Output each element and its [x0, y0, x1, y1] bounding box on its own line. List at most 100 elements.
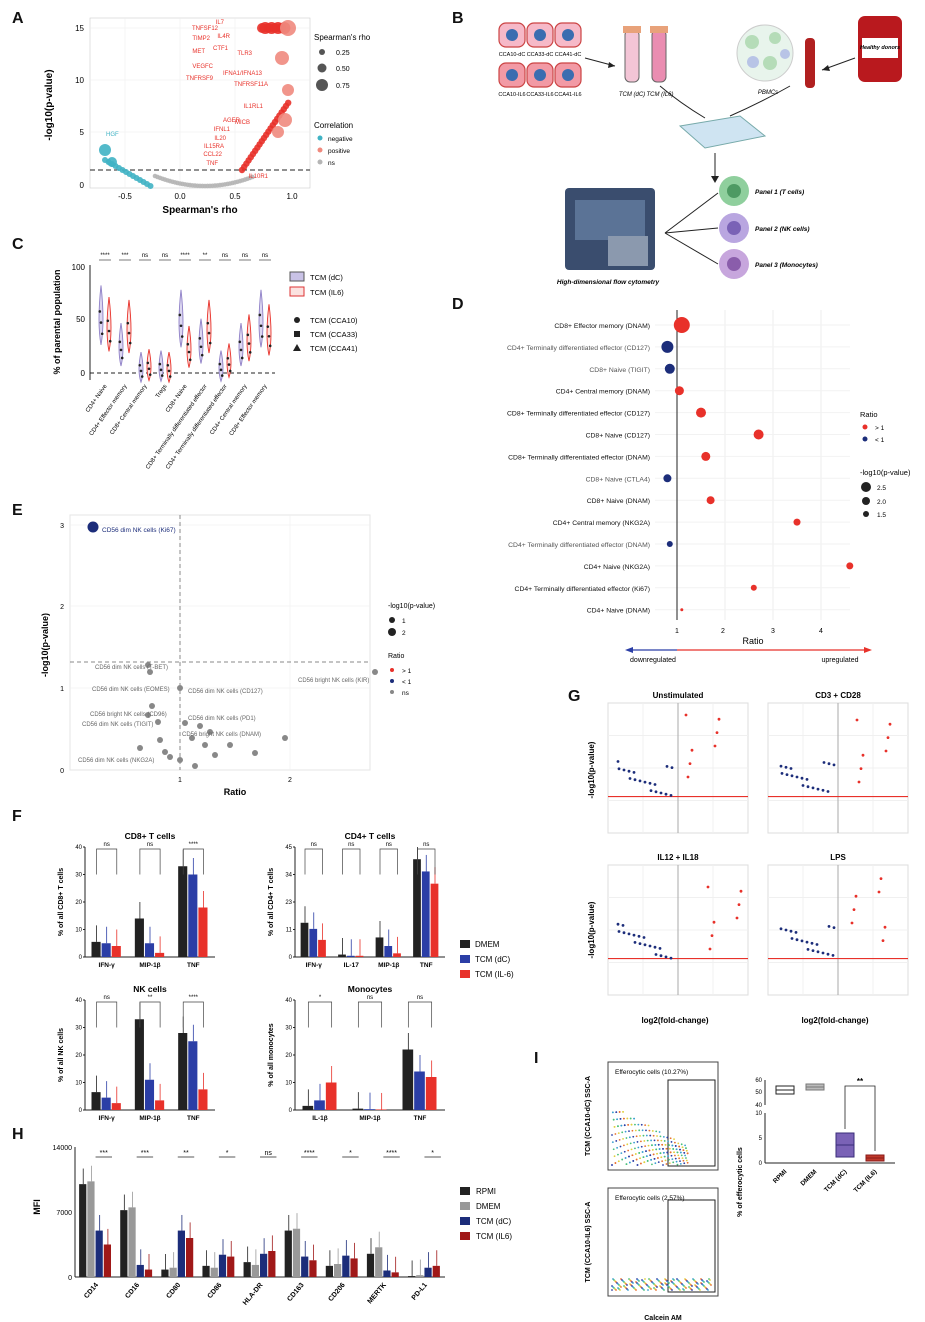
- g-dot: [779, 927, 783, 931]
- g-dot: [648, 781, 652, 785]
- i-flow-dot: [663, 1289, 665, 1291]
- c-violin: [258, 289, 264, 348]
- c-point: [100, 332, 104, 336]
- c-legend-swatch: [289, 271, 305, 282]
- b-cell-nucleus: [506, 29, 518, 41]
- f-legend-swatch: [460, 970, 470, 978]
- i-flow-dot: [612, 1148, 615, 1151]
- h-category-label: CD16: [124, 1282, 141, 1300]
- c-point: [268, 344, 272, 348]
- panel-e-volcano: 3 2 1 0 1 2 Ratio -log10(p-value) CD56 d…: [40, 514, 435, 797]
- e-label: CD56 dim NK cells (Ki67): [102, 527, 176, 534]
- d-row-label: CD4+ Terminally differentiated effector …: [507, 345, 650, 352]
- f-title: CD8+ T cells: [125, 831, 176, 841]
- i-flow-dot: [670, 1141, 673, 1143]
- i-flow-dot: [646, 1139, 649, 1142]
- f-ytick: 40: [285, 998, 292, 1004]
- g-dot: [632, 771, 636, 774]
- g-dot: [659, 791, 663, 795]
- g-dot: [789, 767, 793, 770]
- e-legend-label: 1: [402, 618, 406, 625]
- panel-d-dotplot: CD8+ Effector memory (DNAM) CD4+ Terminal…: [507, 305, 911, 664]
- a-gene: MET: [192, 49, 205, 55]
- f-category-label: MIP-1β: [378, 962, 399, 969]
- g-dot: [805, 778, 809, 781]
- i-flow-dot: [625, 1137, 628, 1139]
- c-ytick: 0: [81, 369, 86, 378]
- g-dot: [627, 769, 631, 773]
- d-dot: [674, 386, 684, 396]
- i-flow-dot: [678, 1145, 681, 1148]
- g-dot: [800, 939, 804, 943]
- f-ytick: 30: [75, 873, 82, 879]
- panel-letter-g: G: [568, 688, 581, 705]
- i-flow-dot: [691, 1289, 693, 1291]
- d-xtick: 1: [675, 628, 679, 635]
- c-violin: [206, 299, 212, 354]
- i-flow-dot: [667, 1155, 669, 1158]
- e-legend-dot: [390, 679, 394, 683]
- f-legend-swatch: [460, 940, 470, 948]
- e-dot: [155, 719, 161, 725]
- b-tube-dc: [624, 29, 640, 83]
- g-dot: [821, 788, 825, 792]
- f-sig-label: **: [148, 995, 153, 1001]
- g-dot: [713, 744, 717, 748]
- h-category-label: MERTK: [367, 1282, 388, 1306]
- c-point: [186, 342, 190, 346]
- i-sig-bracket: [844, 1085, 876, 1151]
- c-point: [208, 341, 212, 345]
- i-flow-dot: [676, 1163, 679, 1166]
- e-label: CD56 dim NK cells (TIGIT): [82, 722, 153, 728]
- i-flow-dot: [677, 1154, 680, 1157]
- g-dot: [857, 780, 861, 784]
- g-dot: [816, 787, 820, 791]
- i-flow-dot: [612, 1118, 615, 1121]
- i-flow-dot: [654, 1144, 657, 1146]
- f-category-label: IL-17: [344, 962, 360, 969]
- f-bar: [375, 937, 384, 957]
- c-violin: [238, 323, 244, 367]
- i-flow-dot: [673, 1151, 675, 1154]
- panel-g-volcanos: Unstimulated CD3 + CD28 IL12 + IL18 LPS -lo…: [587, 691, 909, 1025]
- i-flow-dot: [632, 1160, 635, 1162]
- i-flow-dot: [635, 1135, 638, 1138]
- c-point: [246, 333, 250, 337]
- i-flow-dot: [672, 1148, 675, 1150]
- e-ylabel: -log10(p-value): [40, 613, 50, 677]
- i-flow-dot: [685, 1149, 688, 1152]
- g-ylabel: -log10(p-value): [587, 741, 596, 798]
- a-legend-color-dot: [317, 159, 323, 165]
- h-sig-label: ***: [100, 1150, 108, 1157]
- i-flow-dot: [642, 1156, 645, 1159]
- e-dot: [162, 749, 168, 755]
- i-flow-dot: [640, 1162, 642, 1165]
- g-dot: [859, 767, 863, 770]
- g-dot: [794, 931, 798, 934]
- c-violin: [186, 325, 192, 368]
- i-flow-dot: [629, 1117, 632, 1120]
- b-cell-label: CCA33-dC: [527, 52, 554, 58]
- i-flow-dot: [674, 1154, 676, 1157]
- h-ytick: 7000: [56, 1210, 72, 1217]
- g-dot: [637, 934, 641, 938]
- g-dot: [784, 765, 788, 769]
- e-dot: [147, 669, 153, 675]
- g-dot: [670, 766, 674, 769]
- h-bar: [391, 1272, 399, 1277]
- c-point: [119, 348, 123, 352]
- h-bar: [309, 1260, 317, 1277]
- g-dot: [710, 934, 714, 937]
- e-label: CD56 bright NK cells (CD96): [90, 712, 167, 718]
- g-dot: [877, 890, 881, 894]
- f-ytick: 0: [79, 1108, 83, 1114]
- c-point: [127, 331, 131, 335]
- i-flow-dot: [671, 1289, 673, 1291]
- i-flow-dot: [678, 1157, 681, 1160]
- c-point: [106, 319, 110, 323]
- f-ytick: 10: [285, 1081, 292, 1087]
- g-dot: [795, 938, 799, 942]
- i-flow-dot: [639, 1135, 641, 1137]
- i-flow-dot: [614, 1133, 617, 1135]
- h-bar: [292, 1228, 301, 1277]
